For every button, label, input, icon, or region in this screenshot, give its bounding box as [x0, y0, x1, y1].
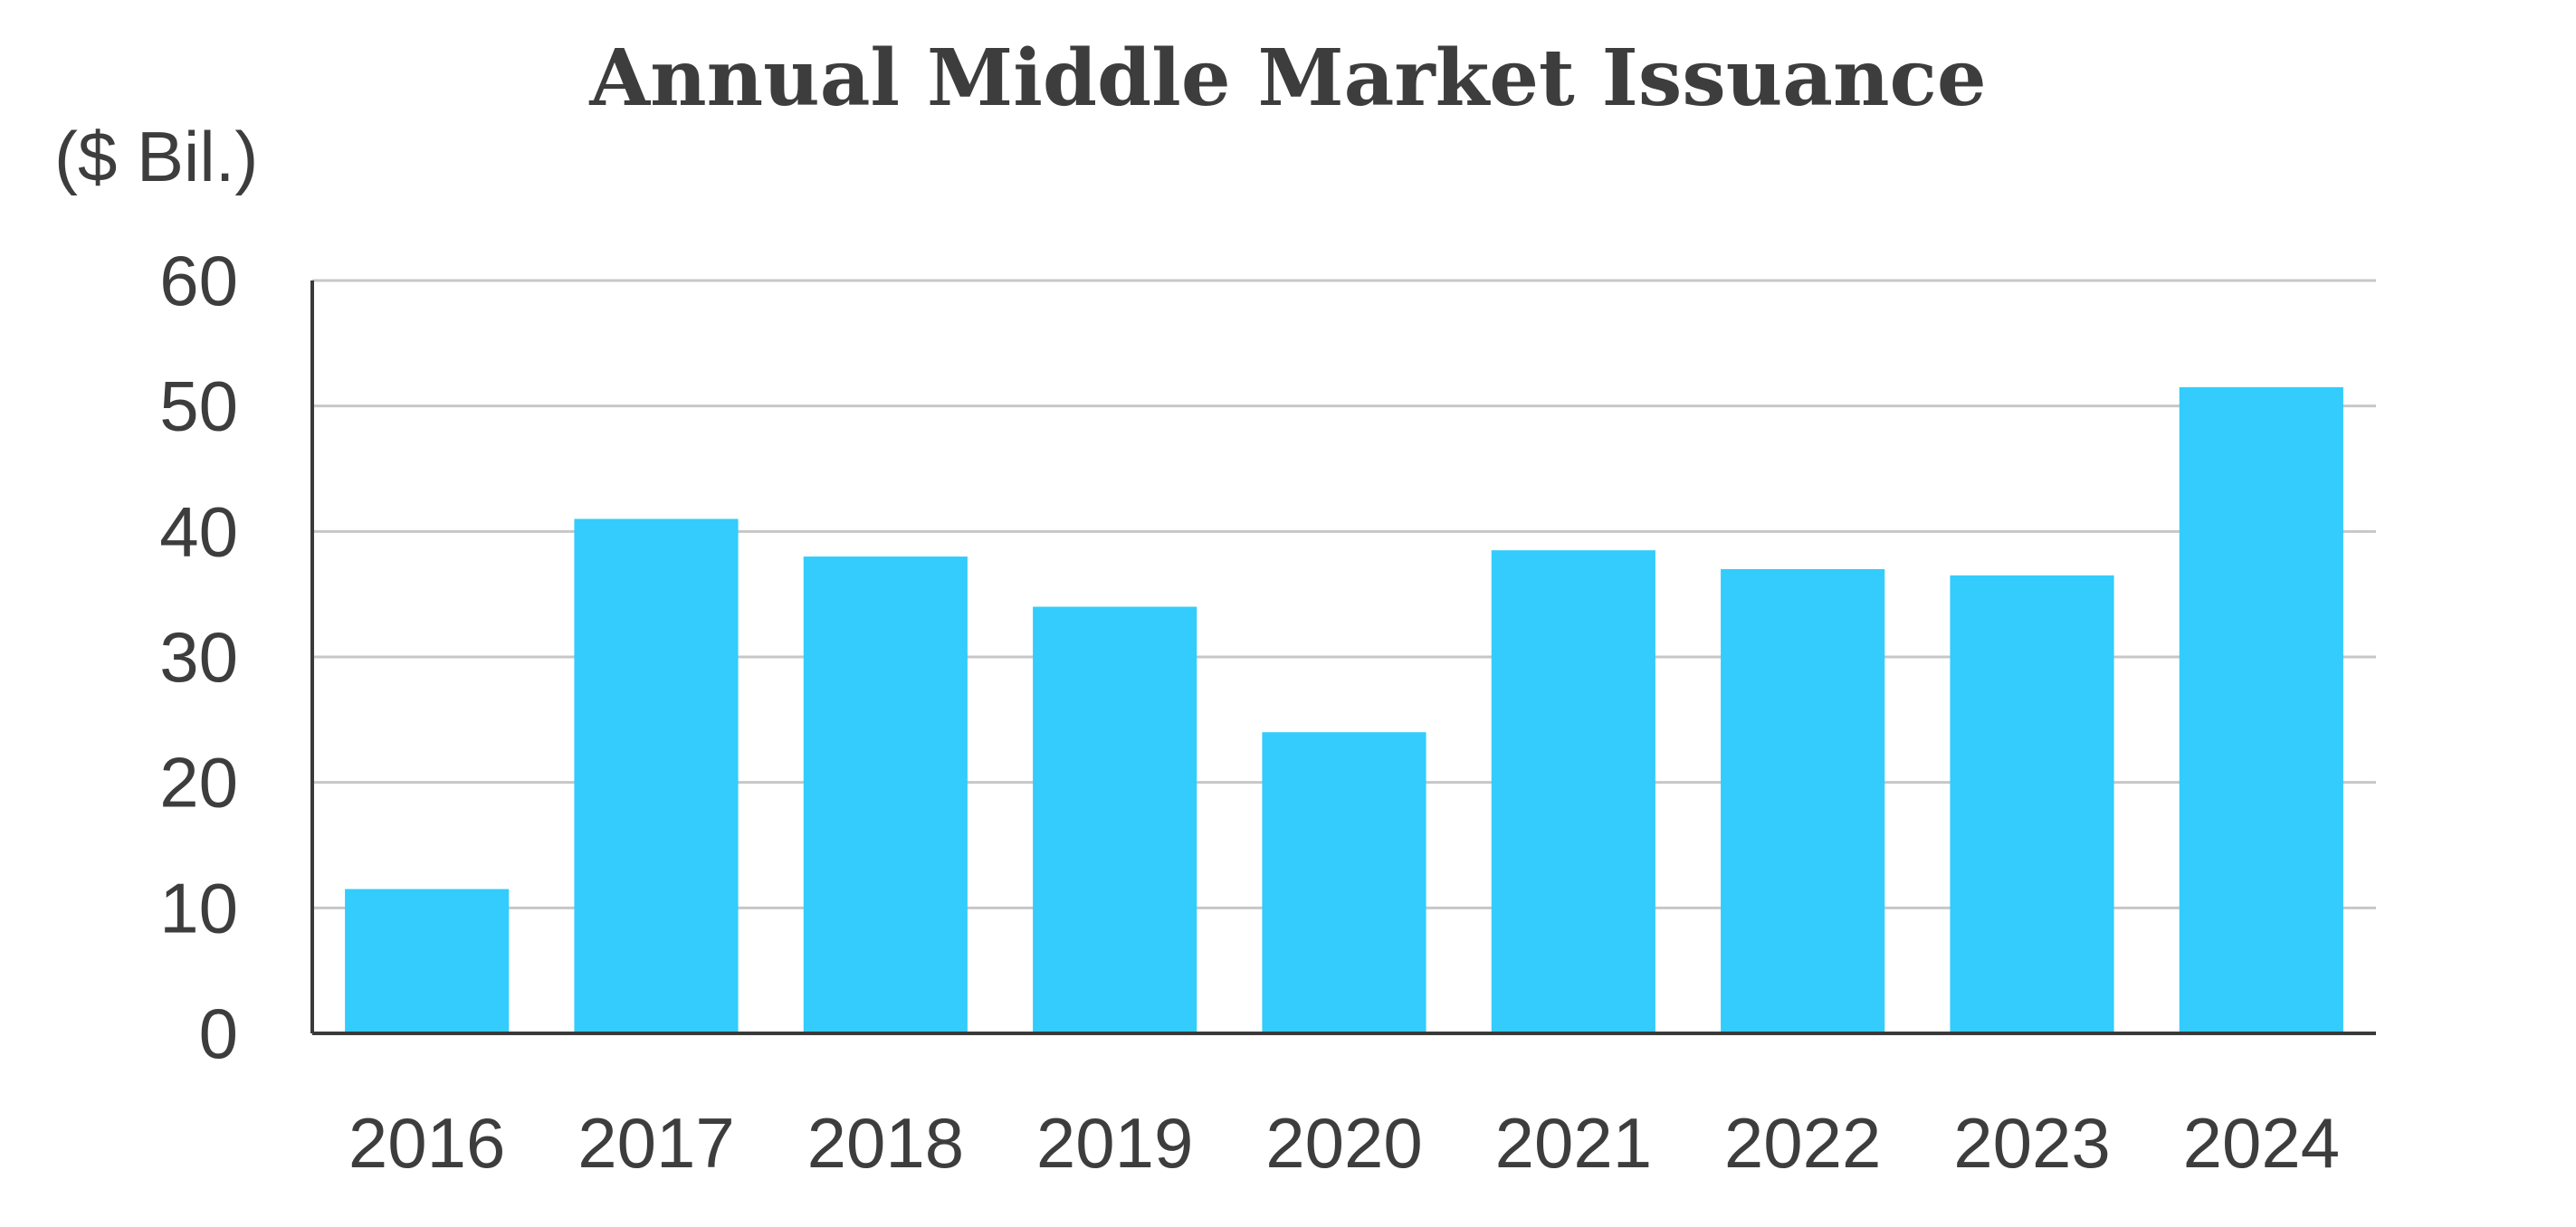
x-tick-label: 2024 [2183, 1103, 2341, 1183]
x-tick-label: 2019 [1036, 1103, 1194, 1183]
bar-2020 [1262, 732, 1426, 1033]
y-tick-label: 30 [159, 617, 238, 697]
y-tick-label: 50 [159, 366, 238, 446]
x-tick-label: 2021 [1495, 1103, 1653, 1183]
bar-2021 [1491, 550, 1655, 1033]
bar-2017 [574, 518, 739, 1033]
y-tick-label: 40 [159, 491, 238, 571]
chart-title: Annual Middle Market Issuance [588, 33, 1986, 124]
y-tick-label: 60 [159, 241, 238, 320]
x-tick-label: 2020 [1265, 1103, 1423, 1183]
y-tick-label: 10 [159, 868, 238, 947]
bar-2024 [2179, 386, 2343, 1033]
x-tick-label: 2023 [1953, 1103, 2111, 1183]
bar-2019 [1033, 606, 1197, 1033]
unit-label: ($ Bil.) [54, 117, 258, 196]
bars [345, 386, 2343, 1033]
y-tick-labels: 0 10 20 30 40 50 60 [159, 241, 238, 1073]
axes [310, 281, 2376, 1035]
bar-2023 [1950, 575, 2114, 1033]
y-tick-label: 20 [159, 743, 238, 823]
x-tick-labels: 2016 2017 2018 2019 2020 2021 2022 2023 2024 [348, 1103, 2340, 1183]
bar-2022 [1721, 568, 1885, 1033]
x-tick-label: 2016 [348, 1103, 506, 1183]
x-tick-label: 2017 [577, 1103, 735, 1183]
x-tick-label: 2022 [1724, 1103, 1882, 1183]
bar-2018 [803, 556, 968, 1033]
bar-2016 [345, 889, 510, 1033]
x-tick-label: 2018 [807, 1103, 965, 1183]
y-tick-label: 0 [199, 994, 238, 1073]
